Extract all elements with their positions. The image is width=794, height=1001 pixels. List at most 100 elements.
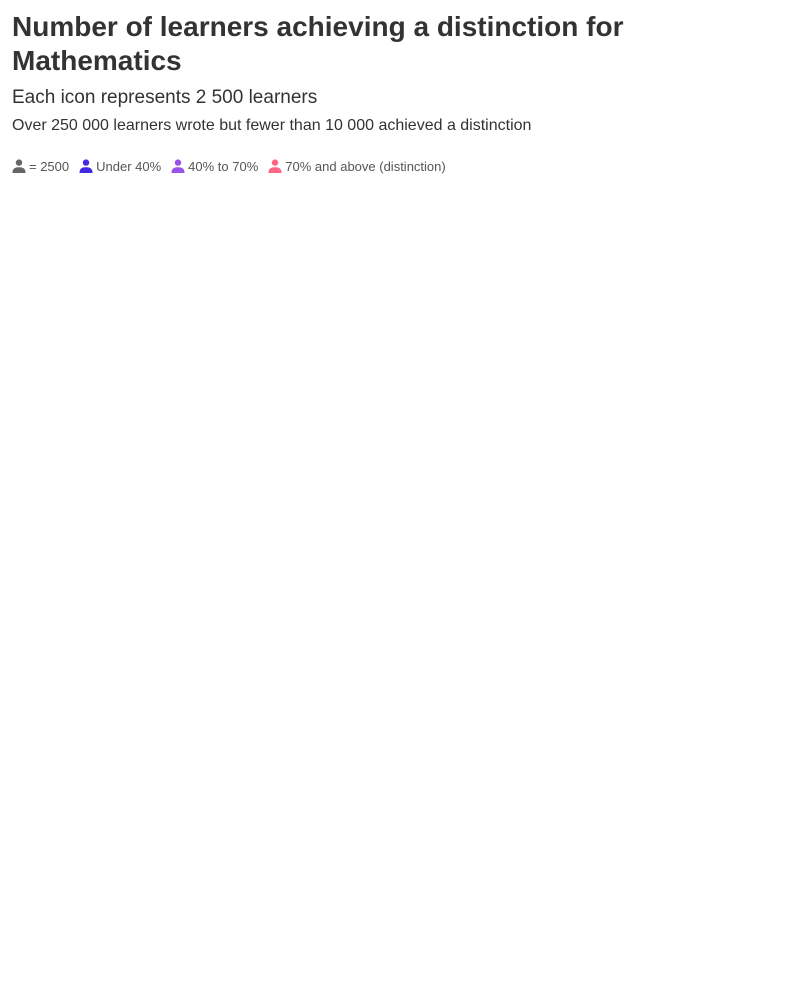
person-icon	[267, 480, 322, 546]
pictogram-segment	[543, 756, 598, 822]
person-icon	[60, 204, 115, 270]
pictogram-segment	[612, 342, 667, 408]
legend-label: 40% to 70%	[188, 158, 259, 174]
person-icon	[474, 894, 529, 960]
pictogram-segment	[405, 549, 460, 615]
person-icon	[543, 894, 598, 960]
pictogram-segment	[267, 825, 322, 891]
person-icon	[60, 825, 115, 891]
pictogram-segment	[198, 549, 253, 615]
person-icon	[60, 894, 115, 960]
pictogram-segment	[543, 411, 598, 477]
person-icon	[474, 273, 529, 339]
person-icon	[405, 618, 460, 684]
pictogram-segment	[198, 411, 253, 477]
pictogram-segment	[474, 273, 529, 339]
person-icon	[612, 618, 667, 684]
person-icon	[543, 411, 598, 477]
pictogram-segment	[198, 756, 253, 822]
person-icon	[267, 411, 322, 477]
pictogram-segment	[474, 825, 529, 891]
legend-unit-label: = 2500	[29, 158, 70, 174]
person-icon	[405, 687, 460, 753]
pictogram-segment	[60, 480, 115, 546]
person-icon	[681, 687, 736, 753]
pictogram-segment	[681, 273, 736, 339]
legend-label: 70% and above (distinction)	[285, 158, 446, 174]
pictogram-segment	[612, 480, 667, 546]
person-icon	[474, 825, 529, 891]
pictogram-segment	[267, 549, 322, 615]
pictogram-segment	[474, 618, 529, 684]
person-icon	[79, 159, 93, 173]
person-icon	[129, 480, 184, 546]
person-icon	[129, 825, 184, 891]
person-icon	[267, 825, 322, 891]
pictogram-segment	[198, 825, 253, 891]
person-icon	[543, 342, 598, 408]
person-icon	[681, 756, 736, 822]
pictogram-chart	[0, 200, 794, 980]
pictogram-segment	[681, 894, 736, 960]
person-icon	[60, 687, 115, 753]
person-icon	[336, 273, 391, 339]
pictogram-segment	[612, 618, 667, 684]
pictogram-segment	[543, 273, 598, 339]
pictogram-segment	[267, 342, 322, 408]
legend-item-under-40: Under 40%	[79, 159, 161, 174]
person-icon	[612, 687, 667, 753]
person-icon	[198, 549, 253, 615]
person-icon	[129, 618, 184, 684]
person-icon	[612, 894, 667, 960]
chart-title: Number of learners achieving a distincti…	[12, 11, 624, 76]
person-icon	[612, 756, 667, 822]
person-icon	[405, 756, 460, 822]
pictogram-segment	[405, 273, 460, 339]
legend-unit: = 2500	[12, 159, 69, 174]
person-icon	[268, 159, 282, 173]
pictogram-segment	[474, 342, 529, 408]
person-icon	[543, 549, 598, 615]
pictogram-segment	[129, 825, 184, 891]
person-icon	[405, 825, 460, 891]
pictogram-segment	[60, 894, 115, 960]
person-icon	[336, 756, 391, 822]
pictogram-segment	[198, 618, 253, 684]
pictogram-segment	[474, 894, 529, 960]
pictogram-segment	[612, 825, 667, 891]
pictogram-segment	[60, 204, 115, 270]
pictogram-segment	[60, 342, 115, 408]
pictogram-segment	[474, 273, 529, 339]
person-icon	[612, 411, 667, 477]
pictogram-segment	[405, 480, 460, 546]
person-icon	[543, 756, 598, 822]
pictogram-segment	[198, 549, 253, 615]
person-icon	[198, 894, 253, 960]
pictogram-segment	[336, 618, 391, 684]
pictogram-segment	[267, 894, 322, 960]
person-icon	[171, 159, 185, 173]
legend-item-40-to-70: 40% to 70%	[171, 159, 258, 174]
pictogram-segment	[474, 687, 529, 753]
person-icon	[267, 273, 322, 339]
pictogram-segment	[129, 894, 184, 960]
pictogram-segment	[681, 825, 736, 891]
person-icon	[681, 618, 736, 684]
person-icon	[129, 549, 184, 615]
pictogram-segment	[198, 480, 253, 546]
pictogram-segment	[60, 618, 115, 684]
pictogram-segment	[543, 480, 598, 546]
person-icon	[60, 342, 115, 408]
person-icon	[336, 549, 391, 615]
pictogram-segment	[198, 687, 253, 753]
pictogram-segment	[129, 480, 184, 546]
person-icon	[612, 273, 667, 339]
pictogram-segment	[336, 411, 391, 477]
person-icon	[198, 273, 253, 339]
pictogram-segment	[405, 756, 460, 822]
pictogram-segment	[60, 756, 115, 822]
pictogram-segment	[543, 825, 598, 891]
pictogram-segment	[543, 687, 598, 753]
person-icon	[474, 618, 529, 684]
pictogram-segment	[612, 549, 667, 615]
